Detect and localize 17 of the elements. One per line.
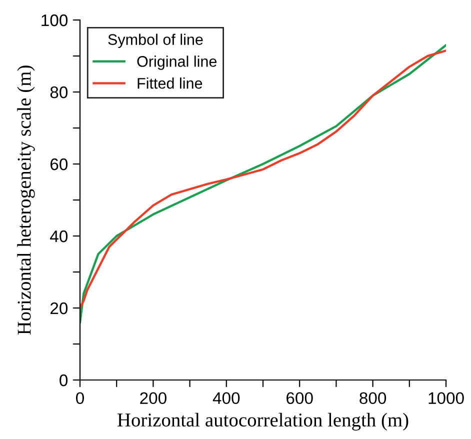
x-tick-label: 1000 bbox=[428, 392, 464, 404]
legend-label: Fitted line bbox=[138, 78, 202, 89]
y-axis-title: Horizontal heterogeneity scale (m) bbox=[17, 66, 35, 335]
x-tick-label: 400 bbox=[212, 392, 240, 404]
x-tick-label: 0 bbox=[76, 392, 84, 404]
y-tick-label: 100 bbox=[42, 14, 68, 26]
legend-title: Symbol of line bbox=[108, 34, 203, 48]
legend-label: Original line bbox=[137, 56, 217, 70]
x-axis-title: Horizontal autocorrelation length (m) bbox=[118, 412, 408, 431]
y-tick-label: 40 bbox=[50, 230, 68, 242]
x-tick-label: 200 bbox=[140, 392, 166, 404]
y-tick-label: 0 bbox=[60, 374, 68, 386]
y-tick-label: 60 bbox=[50, 158, 68, 170]
y-tick-label: 20 bbox=[50, 302, 68, 314]
x-tick-label: 600 bbox=[286, 392, 313, 404]
y-tick-label: 80 bbox=[50, 86, 68, 98]
x-tick-label: 800 bbox=[360, 392, 386, 404]
